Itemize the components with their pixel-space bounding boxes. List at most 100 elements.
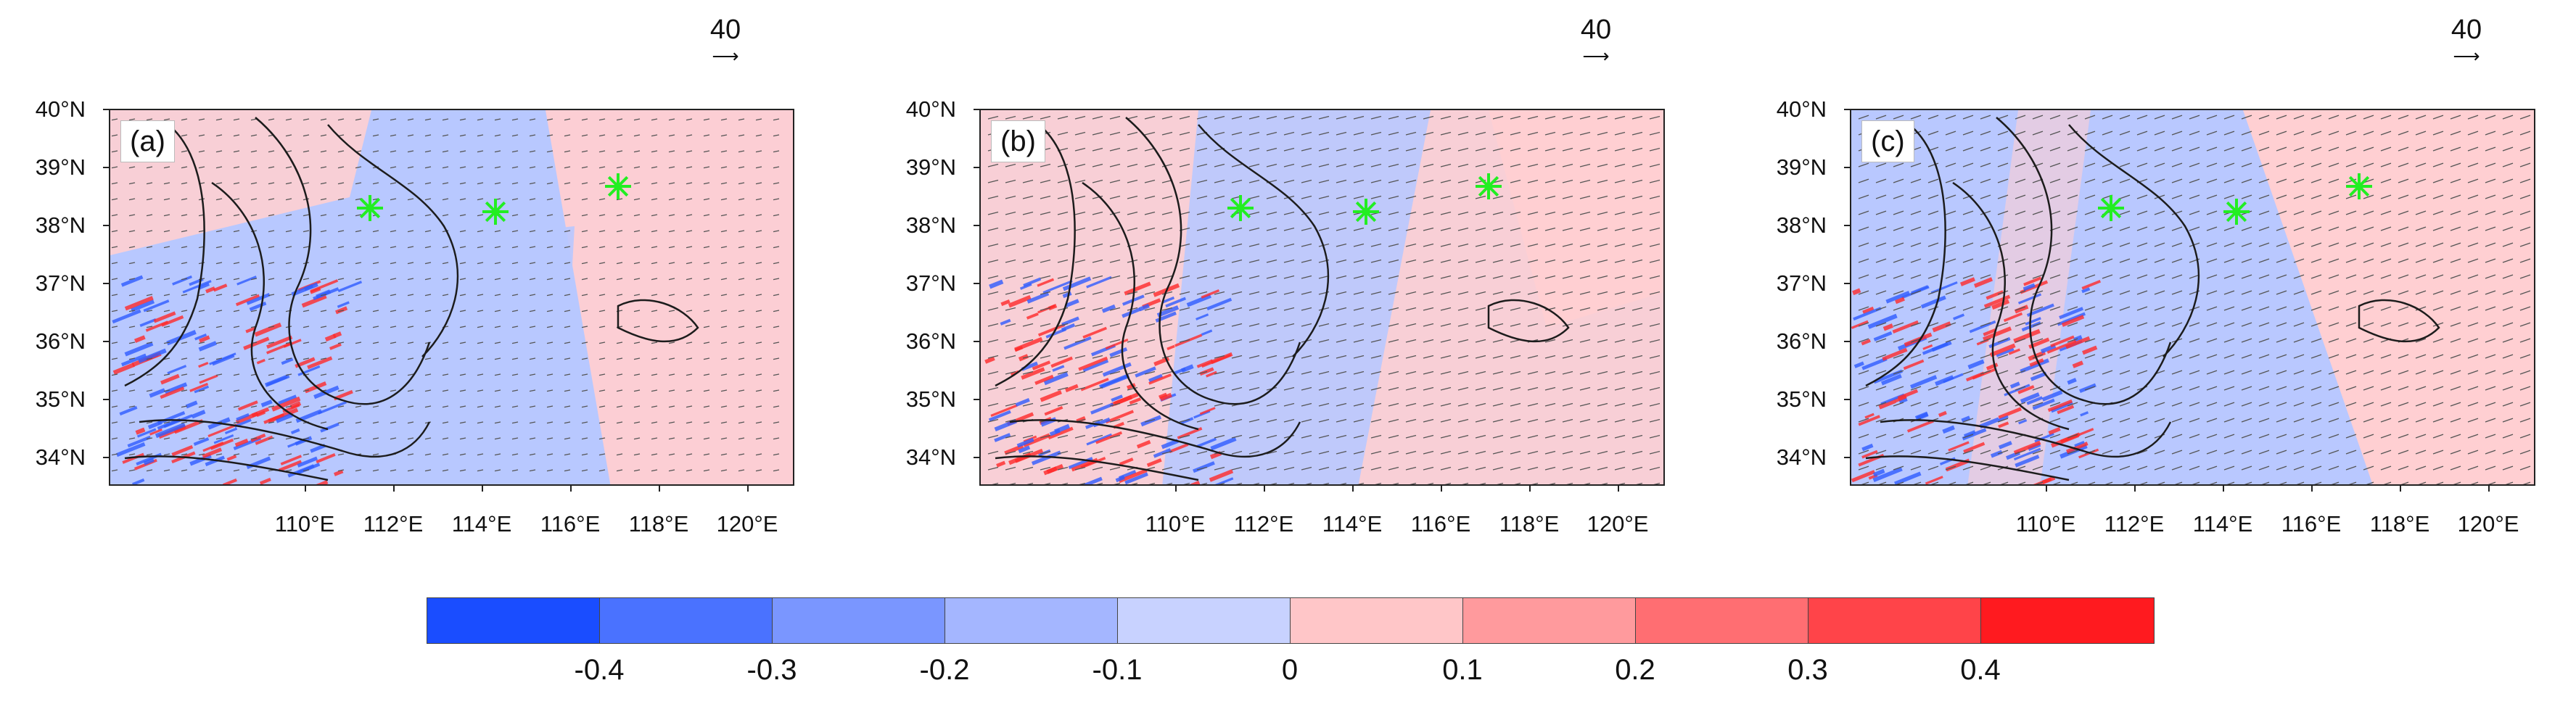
wind-vector (651, 326, 658, 328)
wind-vector (250, 246, 258, 249)
lon-tick-mark (2400, 486, 2401, 492)
wind-vector (1579, 131, 1591, 136)
wind-vector (1910, 322, 1922, 327)
field-streak (1086, 276, 1112, 289)
wind-vector (1945, 258, 1956, 263)
wind-vector (1405, 195, 1417, 199)
wind-vector (355, 262, 362, 265)
wind-vector (1196, 386, 1208, 391)
wind-vector (1997, 162, 2009, 167)
wind-vector (2119, 242, 2131, 247)
wind-vector (2450, 131, 2461, 136)
wind-vector (424, 294, 432, 297)
wind-vector (1527, 131, 1539, 136)
lat-tick-label: 39°N (35, 154, 86, 180)
wind-vector (1527, 307, 1539, 311)
wind-vector (2310, 322, 2322, 327)
field-streak (1040, 389, 1062, 402)
wind-vector (390, 214, 397, 217)
wind-vector (1893, 210, 1904, 215)
field-streak (2057, 405, 2075, 415)
field-streak (1858, 415, 1880, 426)
wind-vector (1336, 211, 1347, 215)
wind-vector (1457, 466, 1469, 471)
wind-vector (686, 118, 693, 121)
wind-vector (1127, 291, 1138, 295)
wind-vector (564, 134, 571, 137)
wind-vector (1913, 481, 1922, 484)
field-streak (1962, 428, 1987, 441)
wind-vector (1579, 434, 1591, 439)
wind-vector (2363, 131, 2374, 136)
wind-vector (2467, 290, 2479, 295)
wind-vector (1179, 339, 1190, 343)
wind-vector (477, 246, 484, 249)
wind-vector (337, 278, 345, 281)
wind-vector (1457, 402, 1469, 407)
wind-vector (1631, 147, 1643, 152)
wind-vector (355, 214, 362, 217)
wind-vector (198, 437, 205, 440)
field-streak (1998, 407, 2022, 420)
wind-vector (1962, 178, 1974, 183)
wind-vector (1997, 194, 2009, 199)
wind-vector (1092, 434, 1103, 439)
field-streak (287, 464, 315, 478)
wind-vector (773, 134, 780, 137)
wind-vector (2258, 210, 2270, 215)
wind-vector (2345, 162, 2357, 167)
wind-vector (2223, 274, 2235, 279)
wind-vector (2206, 162, 2218, 167)
wind-vector (2485, 290, 2496, 295)
wind-vector (564, 437, 571, 440)
terrain-contour (995, 124, 1076, 387)
wind-vector (1057, 195, 1069, 199)
wind-vector (1910, 370, 1922, 375)
field-streak (1050, 356, 1073, 368)
wind-vector (1479, 482, 1486, 484)
wind-vector (720, 166, 728, 169)
wind-vector (1405, 386, 1417, 391)
field-streak (132, 478, 145, 484)
wind-vector (2432, 178, 2444, 183)
wind-vector (738, 262, 745, 265)
wind-vector (320, 373, 327, 376)
wind-vector (128, 437, 136, 440)
field-streak (318, 401, 347, 415)
lat-tick-mark (974, 283, 979, 284)
wind-vector (215, 246, 223, 249)
wind-vector (1927, 162, 1939, 167)
wind-vector (1161, 323, 1173, 327)
wind-vector (1875, 434, 1887, 439)
wind-vector (511, 294, 519, 297)
wind-vector (2293, 402, 2305, 407)
wind-vector (1614, 115, 1626, 120)
field-streak (279, 460, 303, 472)
wind-vector (2415, 162, 2427, 167)
wind-vector (511, 326, 519, 328)
wind-vector (2206, 306, 2218, 311)
wind-vector (2310, 178, 2322, 183)
wind-vector (1005, 275, 1016, 279)
wind-vector (1510, 115, 1521, 120)
wind-vector (773, 182, 780, 185)
wind-vector (459, 373, 466, 376)
wind-vector (1631, 466, 1643, 471)
station-marker (605, 173, 631, 199)
wind-vector (250, 214, 258, 217)
wind-vector (1980, 465, 1991, 471)
wind-vector (1336, 355, 1347, 359)
wind-vector (2467, 146, 2479, 152)
map-area: (b) (979, 109, 1665, 486)
wind-vector (233, 262, 240, 265)
wind-vector (2067, 210, 2078, 215)
wind-vector (250, 421, 258, 424)
wind-vector (1614, 147, 1626, 152)
wind-vector (2067, 274, 2078, 279)
wind-vector (2102, 370, 2113, 375)
wind-vector (1649, 147, 1661, 152)
lon-tick-label: 120°E (2457, 511, 2519, 537)
wind-vector (1597, 163, 1608, 167)
wind-vector (738, 405, 745, 408)
wind-vector (2363, 146, 2374, 152)
